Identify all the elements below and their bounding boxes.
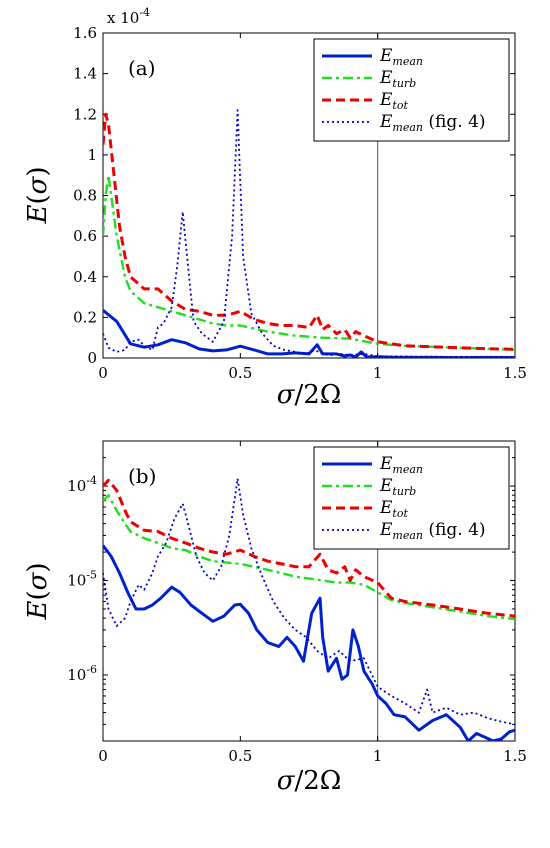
y-tick-label: 10-6 bbox=[67, 663, 97, 684]
y-tick-label: 1.4 bbox=[73, 65, 97, 83]
x-tick-label: 0.5 bbox=[228, 364, 252, 382]
x-axis-label: σ/2Ω bbox=[277, 766, 342, 796]
x-axis-label: σ/2Ω bbox=[277, 380, 342, 410]
legend-label-2: Etot bbox=[379, 498, 408, 520]
x-tick-label: 1 bbox=[373, 747, 383, 765]
x-tick-label: 1.5 bbox=[503, 747, 527, 765]
legend-label-1: Eturb bbox=[379, 68, 416, 90]
legend-label-3: Emean (fig. 4) bbox=[379, 112, 486, 134]
series-line-1 bbox=[103, 173, 515, 351]
x-tick-label: 1.5 bbox=[503, 364, 527, 382]
legend-label-2: Etot bbox=[379, 90, 408, 112]
chart-panel-a: 0 0.5 1 1.5 0 0.2 0.4 0.6 0.8 1 1.2 1.4 1.6 x 10-4 (a)… bbox=[23, 6, 527, 410]
series-line-0 bbox=[103, 544, 515, 741]
series-line-2 bbox=[103, 112, 515, 351]
y-multiplier-label: x 10-4 bbox=[107, 6, 150, 27]
series-line-0 bbox=[103, 309, 515, 358]
x-tick-label: 0 bbox=[98, 747, 108, 765]
series-line-2 bbox=[103, 478, 515, 618]
y-tick-label: 0.4 bbox=[73, 268, 97, 286]
y-tick-label: 0 bbox=[87, 349, 97, 367]
chart-panel-b: 0 0.5 1 1.5 10-6 10-5 10-4 (b) σ/2Ω E(σ) EmeanEtur… bbox=[23, 440, 527, 796]
series-line-3 bbox=[103, 477, 515, 726]
y-tick-label: 1.2 bbox=[73, 105, 97, 123]
y-axis-label: E(σ) bbox=[23, 562, 53, 620]
y-tick-label: 0.6 bbox=[73, 227, 97, 245]
y-tick-label: 10-4 bbox=[67, 474, 97, 495]
y-tick-label: 10-5 bbox=[67, 569, 97, 590]
legend-label-0: Emean bbox=[379, 46, 423, 68]
y-tick-label: 0.2 bbox=[73, 308, 97, 326]
x-tick-label: 0.5 bbox=[228, 747, 252, 765]
legend-label-3: Emean (fig. 4) bbox=[379, 520, 486, 542]
plot-frame bbox=[102, 440, 516, 742]
y-tick-label: 0.8 bbox=[73, 187, 97, 205]
series-line-3 bbox=[103, 109, 515, 358]
x-tick-label: 0 bbox=[98, 364, 108, 382]
panel-label: (b) bbox=[128, 464, 156, 488]
legend-label-0: Emean bbox=[379, 454, 423, 476]
panel-label: (a) bbox=[128, 56, 156, 80]
y-axis-label: E(σ) bbox=[23, 166, 53, 224]
legend-label-1: Eturb bbox=[379, 476, 416, 498]
y-tick-label: 1 bbox=[87, 146, 97, 164]
x-tick-label: 1 bbox=[373, 364, 383, 382]
y-tick-label: 1.6 bbox=[73, 24, 97, 42]
